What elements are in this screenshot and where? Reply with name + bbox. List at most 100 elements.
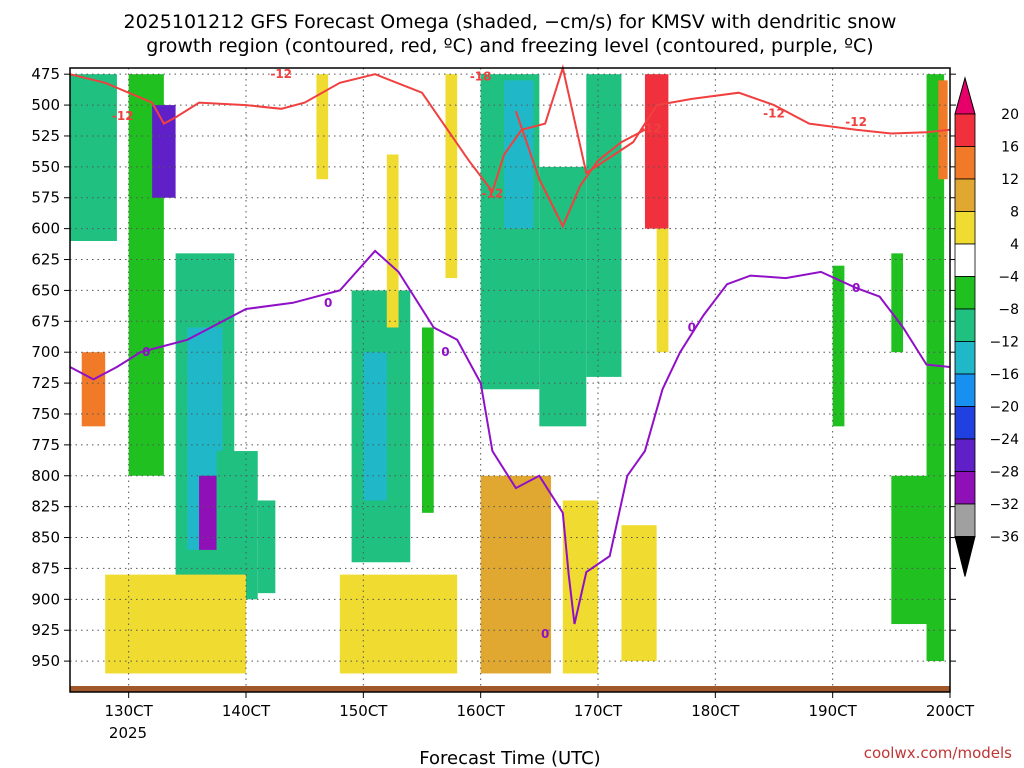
dgz-contour-label: -12 (112, 109, 134, 123)
omega-cell (257, 500, 276, 594)
y-tick-label: 700 (31, 343, 60, 361)
colorbar-swatch (954, 406, 976, 440)
colorbar-label: −4 (998, 270, 1019, 286)
x-tick-label: 170CT (574, 702, 623, 720)
freezing-contour-label: 0 (541, 627, 549, 641)
freezing-level-contour (69, 249, 951, 625)
y-tick-label: 650 (31, 281, 60, 299)
omega-cell (891, 475, 939, 625)
omega-cell (445, 74, 458, 279)
colorbar-swatch (954, 243, 976, 277)
omega-cell (656, 228, 669, 353)
omega-cell (504, 80, 534, 229)
y-tick-label: 750 (31, 405, 60, 423)
colorbar-swatch (954, 178, 976, 212)
dgz-contour-label: -12 (270, 67, 292, 81)
colorbar-label: −28 (989, 465, 1019, 481)
colorbar-label: −20 (989, 400, 1019, 416)
freezing-contour-label: 0 (688, 320, 696, 334)
colorbar-swatch (954, 276, 976, 310)
colorbar-swatch (954, 373, 976, 407)
colorbar-swatch (954, 438, 976, 472)
y-tick-label: 525 (31, 127, 60, 145)
dgz-contour-red (69, 64, 951, 194)
colorbar-label: −12 (989, 335, 1019, 351)
colorbar-swatch (954, 471, 976, 505)
omega-cell (832, 265, 845, 427)
contours: -12 -12 -18 -12 -12 -12 -12 0 0 0 0 0 0 (69, 64, 951, 641)
y-tick-label: 950 (31, 652, 60, 670)
dgz-contour-label: -12 (763, 106, 785, 120)
y-tick-label: 900 (31, 590, 60, 608)
colorbar-label: 20 (1001, 107, 1019, 123)
y-tick-label: 800 (31, 467, 60, 485)
x-tick-label: 140CT (222, 702, 271, 720)
credit-text: coolwx.com/models (864, 744, 1012, 762)
omega-cell (70, 74, 117, 241)
omega-cell (105, 574, 246, 674)
omega-cell (586, 74, 622, 377)
y-tick-label: 550 (31, 158, 60, 176)
omega-cell (363, 352, 387, 501)
freezing-contour-label: 0 (852, 281, 860, 295)
colorbar-label: −16 (989, 367, 1019, 383)
freezing-contour-label: 0 (441, 345, 449, 359)
y-tick-label: 925 (31, 621, 60, 639)
colorbar-label: 16 (1001, 140, 1019, 156)
colorbar: 20 16 12 8 4 −4 −8 −12 −16 −20 −24 −28 −32 −36 (954, 76, 1019, 577)
omega-cell (891, 253, 904, 353)
y-tick-label: 775 (31, 436, 60, 454)
x-tick-label: 190CT (809, 702, 858, 720)
y-axis-ticks: 475 500 525 550 575 600 625 650 675 700 725 750 775 8… (31, 65, 956, 670)
y-tick-label: 575 (31, 189, 60, 207)
y-tick-label: 725 (31, 374, 60, 392)
omega-cell (386, 154, 399, 328)
omega-cell (539, 166, 587, 427)
colorbar-swatch (954, 341, 976, 375)
x-tick-label: 130CT (105, 702, 154, 720)
x-tick-label: 200CT (926, 702, 975, 720)
colorbar-swatch (954, 308, 976, 342)
omega-cell (81, 352, 106, 427)
omega-shading (70, 74, 948, 674)
x-tick-label: 150CT (339, 702, 388, 720)
colorbar-label: 8 (1010, 205, 1019, 221)
colorbar-label: 12 (1001, 172, 1019, 188)
omega-cell (316, 74, 329, 180)
plot-frame (69, 67, 951, 693)
colorbar-label: −36 (989, 530, 1019, 546)
x-axis-label: Forecast Time (UTC) (419, 748, 600, 768)
y-tick-label: 825 (31, 498, 60, 516)
x-axis-year: 2025 (109, 724, 147, 742)
colorbar-swatch (954, 211, 976, 245)
x-tick-label: 180CT (691, 702, 740, 720)
colorbar-swatch (954, 146, 976, 180)
dgz-contour-label: -12 (482, 187, 504, 201)
dgz-contour-label: -18 (470, 69, 492, 83)
omega-cell (644, 74, 669, 229)
omega-cell (562, 500, 598, 674)
y-tick-label: 625 (31, 251, 60, 269)
ground-strip (70, 686, 950, 692)
freezing-contour-label: 0 (324, 296, 332, 310)
colorbar-arrow-top (954, 76, 976, 115)
omega-cell (422, 327, 434, 513)
colorbar-swatch (954, 113, 976, 147)
omega-cell (621, 525, 657, 662)
colorbar-label: −24 (989, 432, 1019, 448)
dgz-contour-label: -12 (845, 115, 867, 129)
y-tick-label: 475 (31, 65, 60, 83)
grid-lines (70, 68, 951, 692)
chart-title-line-1: 2025101212 GFS Forecast Omega (shaded, −… (124, 11, 897, 33)
y-tick-label: 600 (31, 220, 60, 238)
x-tick-label: 160CT (457, 702, 506, 720)
y-tick-label: 500 (31, 96, 60, 114)
dgz-contour-label: -12 (640, 121, 662, 135)
colorbar-label: 4 (1010, 237, 1019, 253)
omega-cell (216, 451, 258, 600)
y-tick-label: 875 (31, 559, 60, 577)
colorbar-swatch (954, 503, 976, 537)
y-tick-label: 675 (31, 312, 60, 330)
omega-cell (199, 475, 217, 550)
